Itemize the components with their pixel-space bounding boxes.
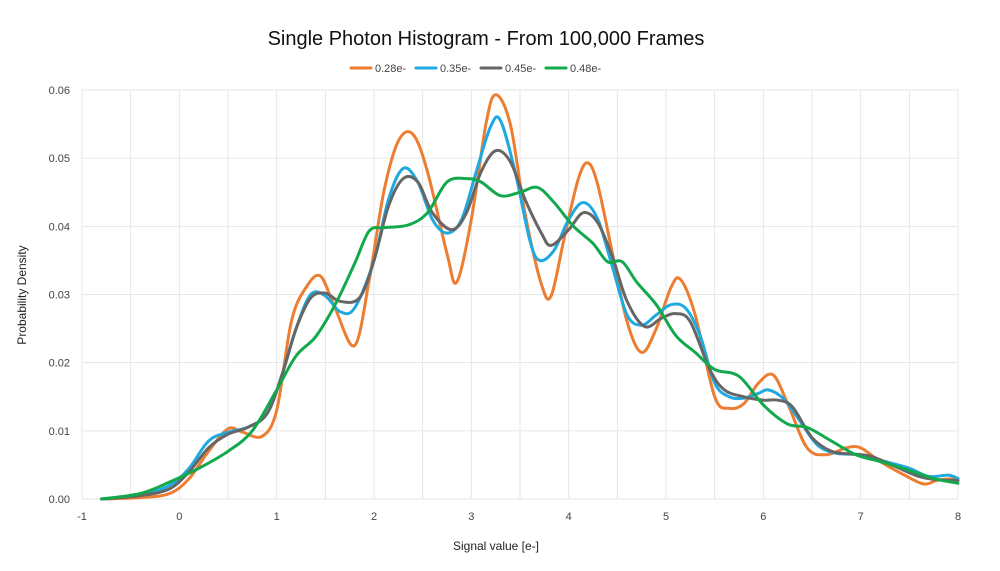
x-tick-label: 5 [663, 511, 669, 523]
legend-label: 0.28e- [375, 63, 407, 75]
legend: 0.28e- 0.35e- 0.45e- 0.48e- [349, 63, 602, 75]
y-tick-label: 0.01 [49, 426, 70, 438]
x-axis-label: Signal value [e-] [453, 539, 539, 553]
y-tick-label: 0.02 [49, 358, 70, 370]
y-tick-label: 0.05 [49, 153, 70, 165]
legend-label: 0.45e- [505, 63, 537, 75]
y-axis-ticks: 0.00 0.01 0.02 0.03 0.04 0.05 0.06 [49, 85, 70, 506]
chart-title: Single Photon Histogram - From 100,000 F… [268, 28, 705, 50]
y-tick-label: 0.04 [49, 221, 70, 233]
legend-label: 0.35e- [440, 63, 472, 75]
x-tick-label: 4 [566, 511, 572, 523]
x-tick-label: 0 [176, 511, 182, 523]
y-tick-label: 0.03 [49, 290, 70, 302]
x-tick-label: 6 [760, 511, 766, 523]
x-tick-label: 8 [955, 511, 961, 523]
x-tick-label: 3 [468, 511, 474, 523]
y-axis-label: Probability Density [15, 245, 29, 344]
x-tick-label: 1 [274, 511, 280, 523]
series-line-3 [100, 148, 960, 501]
y-tick-label: 0.06 [49, 85, 70, 97]
x-axis-ticks: -1 0 1 2 3 4 5 6 7 8 [77, 511, 961, 523]
x-tick-label: 2 [371, 511, 377, 523]
x-tick-label: -1 [77, 511, 87, 523]
series-line-4 [100, 176, 960, 501]
x-tick-label: 7 [858, 511, 864, 523]
y-tick-label: 0.00 [49, 494, 70, 506]
legend-label: 0.48e- [570, 63, 602, 75]
series-layer [100, 93, 960, 501]
